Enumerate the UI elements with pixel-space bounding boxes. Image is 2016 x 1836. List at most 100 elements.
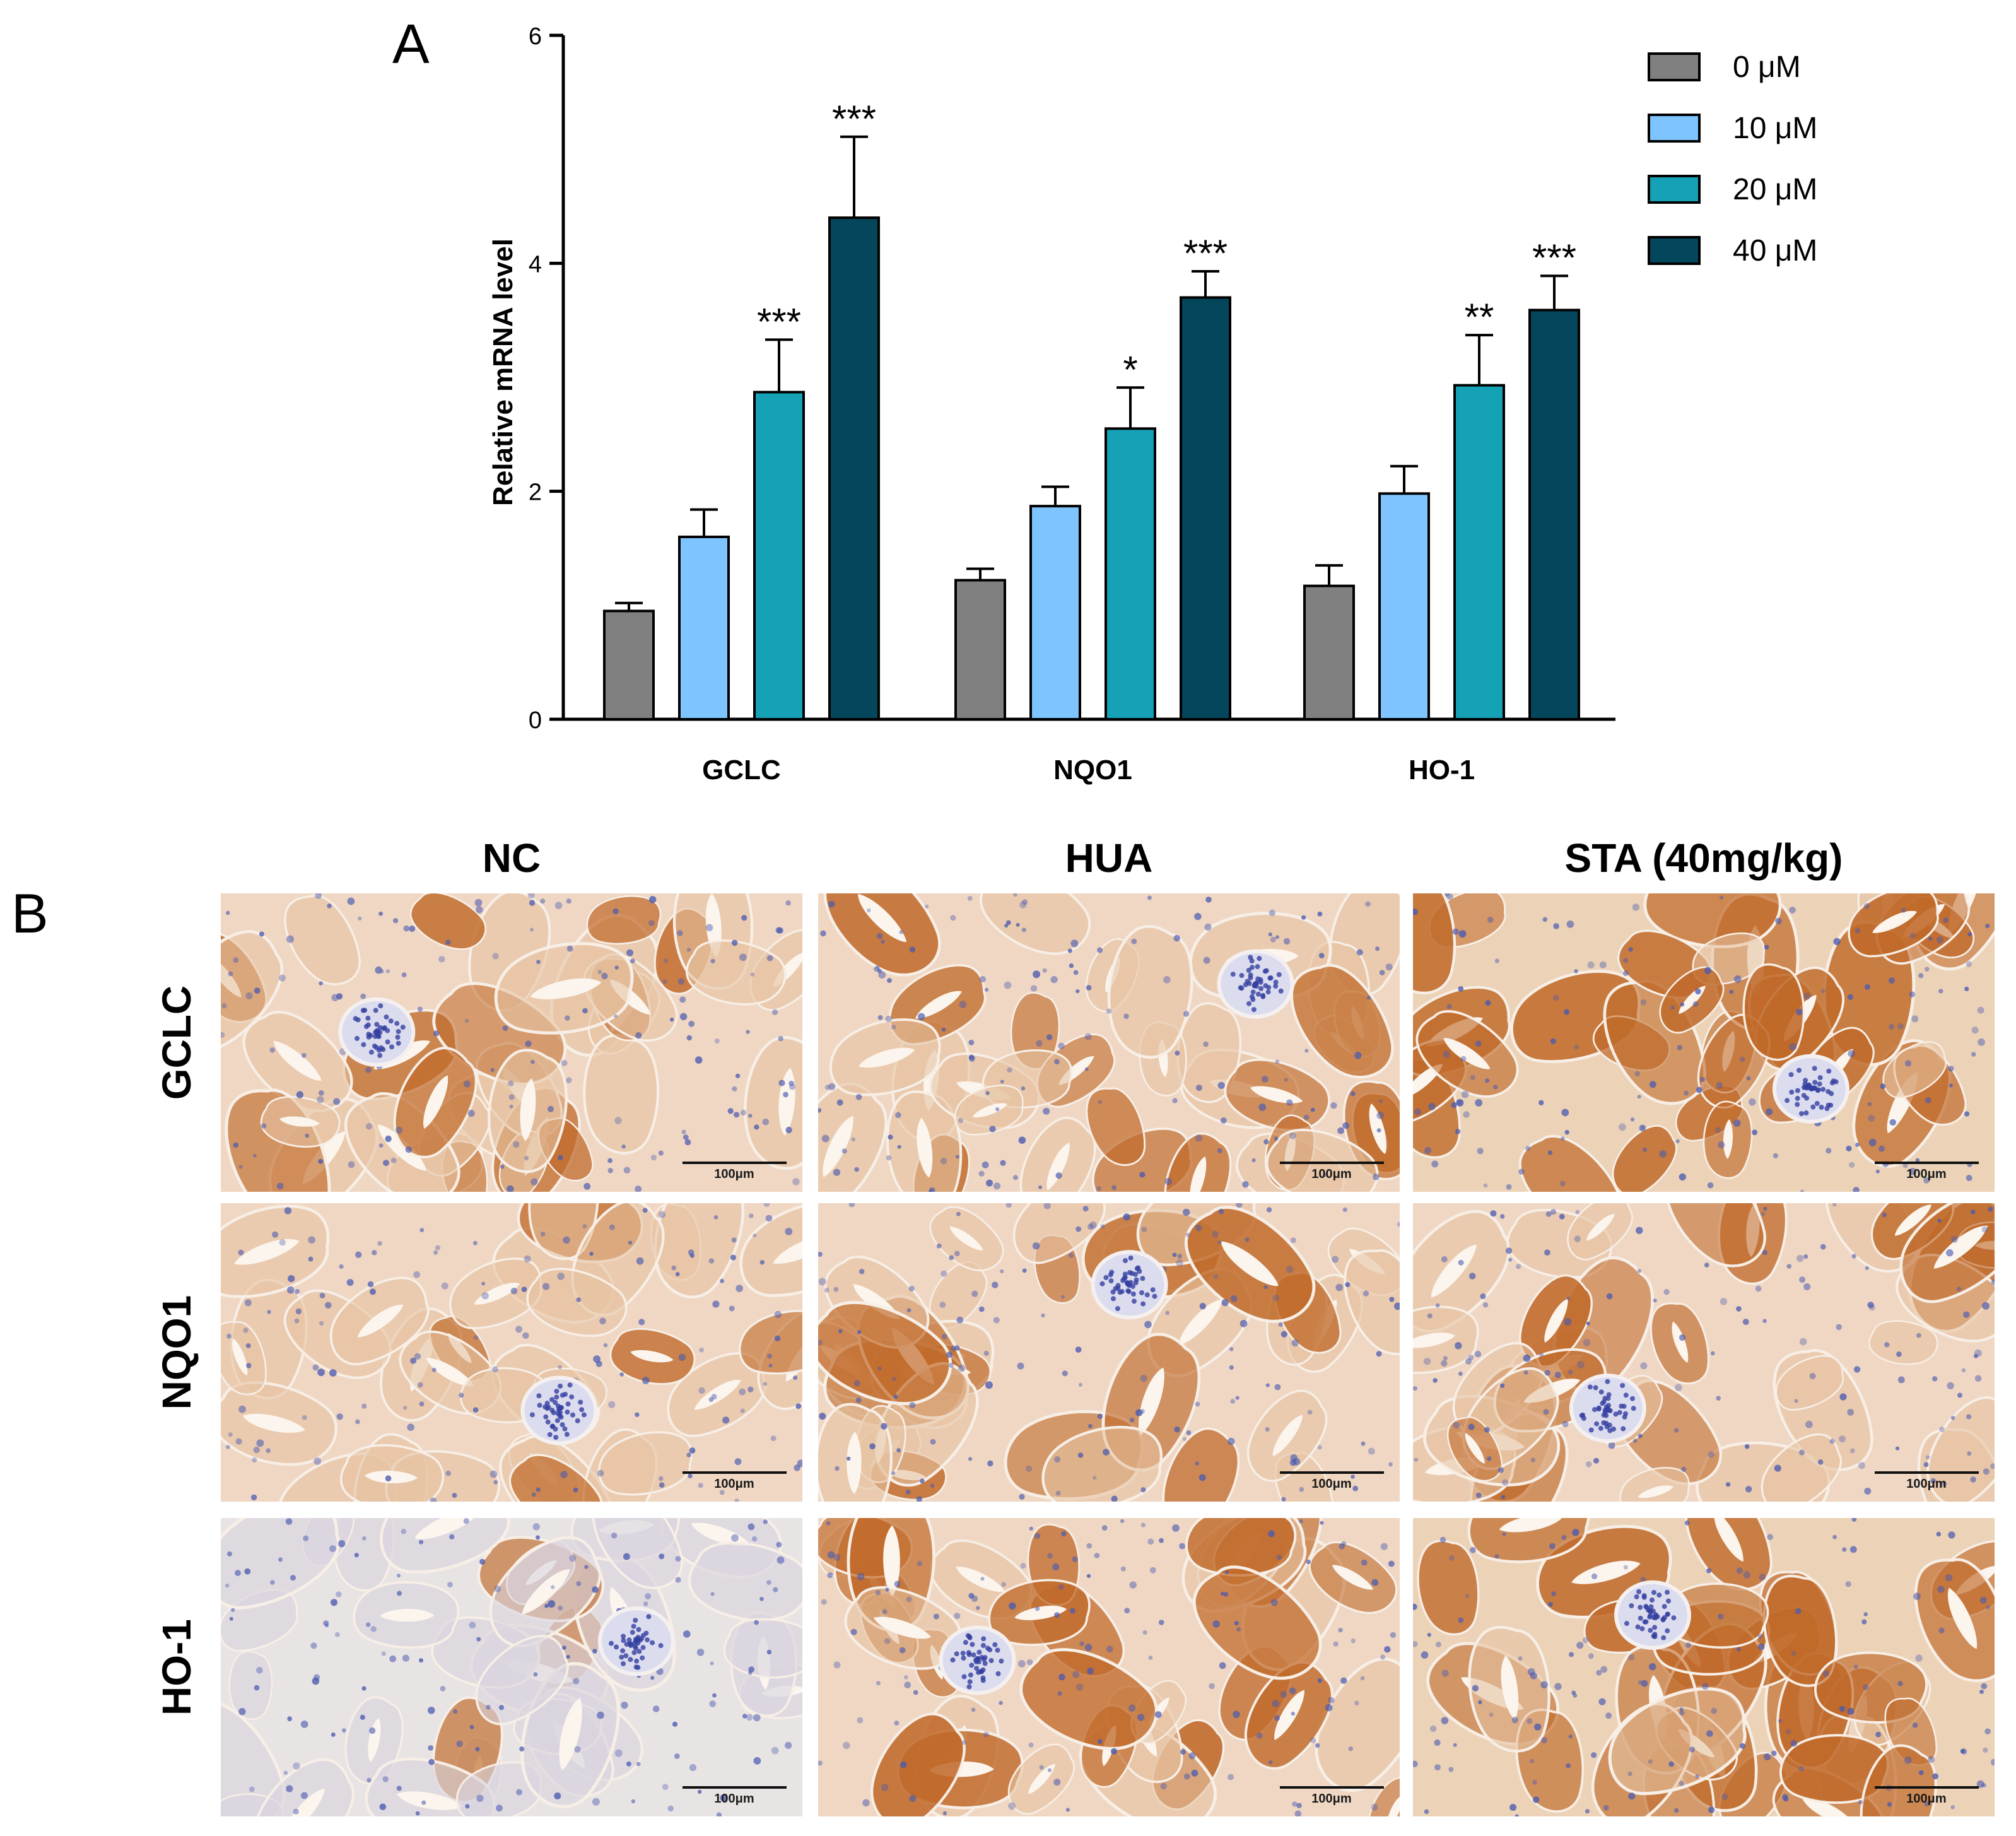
nucleus (323, 1620, 329, 1627)
nucleus (1925, 1455, 1930, 1460)
nucleus (1101, 1525, 1108, 1531)
nucleus (253, 1446, 260, 1454)
nucleus (710, 1592, 715, 1596)
glomerulus-nucleus (999, 1658, 1004, 1664)
nucleus (1058, 1673, 1065, 1681)
nucleus (1278, 1322, 1283, 1327)
nucleus (447, 1582, 453, 1588)
nucleus (1800, 1189, 1805, 1192)
glomerulus-nucleus (389, 1044, 394, 1050)
nucleus (296, 1091, 304, 1098)
glomerulus-nucleus (578, 1399, 583, 1405)
column-headers: NC HUA STA (40mg/kg) (483, 835, 1843, 881)
nucleus (1274, 1384, 1281, 1391)
nucleus (1230, 1399, 1235, 1404)
nucleus (1299, 1519, 1303, 1524)
nucleus (1182, 1437, 1187, 1441)
nucleus (636, 1762, 641, 1767)
nucleus (1005, 1203, 1012, 1208)
glomerulus-nucleus (1795, 1088, 1800, 1093)
nucleus (1441, 1669, 1449, 1677)
glomerulus-nucleus (549, 1397, 554, 1403)
nucleus (1017, 1660, 1026, 1668)
nucleus (1366, 996, 1371, 1000)
nucleus (1147, 1538, 1154, 1545)
nucleus (1649, 1081, 1656, 1088)
glomerulus-nucleus (1588, 1427, 1594, 1433)
nucleus (403, 1406, 407, 1410)
nucleus (675, 1556, 681, 1562)
nucleus (390, 1157, 397, 1163)
nucleus (1106, 1008, 1112, 1014)
nucleus (1763, 1206, 1767, 1211)
nucleus (1424, 1146, 1432, 1154)
nucleus (238, 1405, 246, 1413)
nucleus (221, 1003, 227, 1009)
nucleus (473, 1335, 479, 1340)
nucleus (407, 1423, 414, 1431)
nucleus (1913, 1592, 1921, 1600)
glomerulus-nucleus (1594, 1421, 1600, 1427)
nucleus (1164, 1177, 1173, 1186)
nucleus (1541, 1737, 1548, 1744)
nucleus (1019, 1493, 1025, 1500)
nucleus (908, 1285, 915, 1292)
nucleus (750, 972, 755, 977)
nucleus (1966, 1414, 1972, 1420)
micrograph: 100μm (1413, 893, 1995, 1192)
nucleus (909, 1794, 917, 1802)
nucleus (679, 1013, 688, 1021)
nucleus (891, 1471, 896, 1475)
glomerulus-nucleus (1623, 1392, 1629, 1398)
nucleus (1213, 1274, 1219, 1280)
nucleus (771, 1746, 779, 1755)
nucleus (295, 1289, 300, 1295)
nucleus (635, 1032, 642, 1039)
nucleus (942, 1027, 946, 1032)
nucleus (1265, 1383, 1270, 1387)
nucleus (312, 1364, 319, 1371)
nucleus (1729, 989, 1733, 994)
nucleus (1069, 963, 1074, 968)
nucleus (954, 1613, 961, 1620)
nucleus (818, 1760, 823, 1766)
glomerulus-nucleus (536, 1393, 542, 1399)
nucleus (1936, 1531, 1942, 1537)
nucleus (243, 1327, 249, 1333)
glomerulus-nucleus (640, 1655, 645, 1661)
nucleus (678, 1353, 686, 1362)
nucleus (228, 971, 233, 977)
nucleus (720, 1278, 724, 1283)
nucleus (1719, 895, 1724, 900)
nucleus (414, 1353, 421, 1360)
nucleus (1708, 1451, 1714, 1458)
nucleus (621, 1145, 626, 1149)
nucleus (904, 1681, 911, 1689)
nucleus (976, 1606, 980, 1610)
nucleus (958, 1364, 966, 1372)
nucleus (1470, 1546, 1476, 1553)
nucleus (1007, 1067, 1012, 1073)
nucleus (1946, 1249, 1954, 1257)
nucleus (1043, 1203, 1051, 1209)
nucleus (1795, 1608, 1802, 1615)
nucleus (583, 1182, 591, 1190)
nucleus (1123, 1013, 1129, 1020)
nucleus (1335, 1283, 1344, 1292)
nucleus (1973, 1353, 1978, 1358)
nucleus (1794, 1399, 1798, 1403)
nucleus (1274, 1136, 1279, 1141)
nucleus (1623, 958, 1629, 963)
nucleus (679, 996, 686, 1003)
nucleus (1674, 1808, 1679, 1813)
nucleus (767, 1353, 772, 1359)
nucleus (1783, 1796, 1789, 1802)
nucleus (435, 1245, 441, 1250)
nucleus (1096, 1186, 1102, 1191)
nucleus (1485, 1000, 1491, 1006)
nucleus (1839, 1705, 1845, 1712)
nucleus (1174, 1426, 1180, 1433)
scale-bar-label: 100μm (1906, 1792, 1946, 1806)
nucleus (751, 1536, 758, 1542)
nucleus (308, 1256, 314, 1262)
